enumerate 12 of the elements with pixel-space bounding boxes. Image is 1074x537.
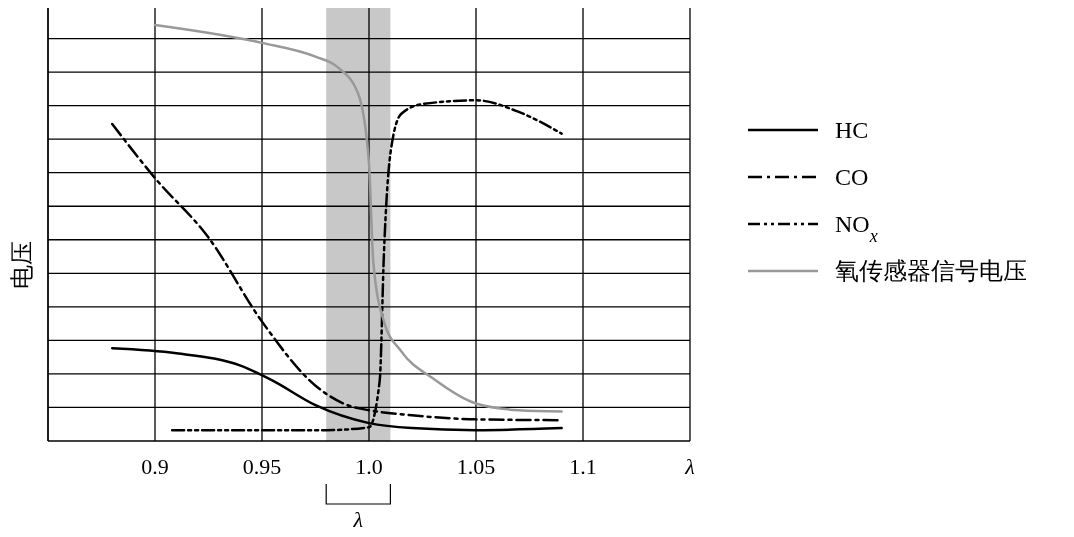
text: λ bbox=[352, 507, 364, 532]
legend-label: 氧传感器信号电压 bbox=[835, 258, 1027, 284]
x-tick-label: 1.0 bbox=[355, 454, 383, 479]
legend-label: HC bbox=[835, 117, 869, 143]
x-axis-title: λ bbox=[684, 454, 695, 479]
legend-label: CO bbox=[835, 164, 869, 190]
x-tick-label: 0.95 bbox=[242, 454, 282, 479]
x-tick-label: 1.05 bbox=[456, 454, 496, 479]
x-tick-label: 0.9 bbox=[141, 454, 169, 479]
x-tick-label: 1.1 bbox=[569, 454, 597, 479]
legend-label: NO$_{x}$ bbox=[835, 211, 878, 246]
y-axis-title: 电压 bbox=[9, 240, 35, 289]
